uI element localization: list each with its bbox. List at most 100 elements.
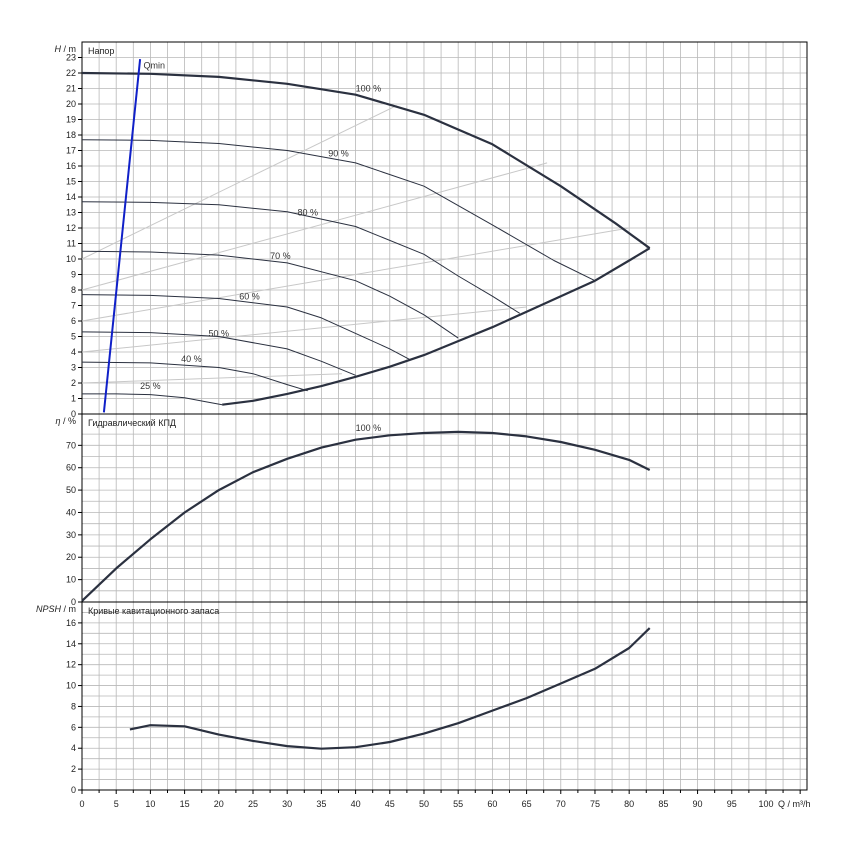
head-ytick-label: 5 <box>71 332 76 342</box>
head-ytick-label: 12 <box>66 223 76 233</box>
efficiency-title: Гидравлический КПД <box>88 418 176 428</box>
head-ylabel-unit: / m <box>61 44 76 54</box>
npsh-ylabel-symbol: NPSH <box>36 604 62 614</box>
efficiency-ytick-label: 70 <box>66 440 76 450</box>
head-series-50- <box>81 331 356 376</box>
head-series-60- <box>81 294 411 361</box>
x-tick-label: 90 <box>693 799 703 809</box>
head-ytick-label: 10 <box>66 254 76 264</box>
head-series-label: 60 % <box>239 291 260 301</box>
head-ytick-label: 20 <box>66 99 76 109</box>
x-tick-label: 65 <box>522 799 532 809</box>
x-tick-label: 50 <box>419 799 429 809</box>
head-ytick-label: 7 <box>71 301 76 311</box>
head-ylabel: H / m <box>55 44 77 54</box>
efficiency-ylabel: η / % <box>55 416 76 426</box>
head-series-label: Qmin <box>144 60 166 70</box>
head-ytick-label: 6 <box>71 316 76 326</box>
iso-efficiency-line <box>81 227 630 322</box>
iso-efficiency-line <box>81 373 342 384</box>
npsh-ytick-label: 4 <box>71 743 76 753</box>
head-series-qmin <box>102 58 142 413</box>
head-series-70- <box>81 250 459 339</box>
x-tick-label: 20 <box>214 799 224 809</box>
head-series-25- <box>82 393 223 406</box>
head-title: Напор <box>88 46 114 56</box>
x-tick-label: 100 <box>758 799 773 809</box>
npsh-title: Кривые кавитационного запаса <box>88 606 219 616</box>
head-ytick-label: 3 <box>71 363 76 373</box>
efficiency-series-label: 100 % <box>356 423 382 433</box>
efficiency-ytick-label: 20 <box>66 552 76 562</box>
head-ytick-label: 13 <box>66 208 76 218</box>
x-tick-label: 30 <box>282 799 292 809</box>
head-ytick-label: 0 <box>71 409 76 419</box>
head-ytick-label: 16 <box>66 161 76 171</box>
efficiency-ylabel-symbol: η <box>55 416 60 426</box>
head-series-label: 25 % <box>140 381 161 391</box>
x-tick-label: 25 <box>248 799 258 809</box>
head-series-min-boundary <box>222 247 651 406</box>
head-series-40- <box>81 361 308 392</box>
x-tick-label: 75 <box>590 799 600 809</box>
x-tick-label: 0 <box>79 799 84 809</box>
efficiency-panel: 0 10 20 30 40 50 60 70 η / % Гидравлический КПД 10… <box>55 413 808 607</box>
efficiency-ytick-label: 0 <box>71 597 76 607</box>
npsh-frame <box>81 601 808 791</box>
npsh-ytick-label: 0 <box>71 785 76 795</box>
efficiency-ytick-label: 40 <box>66 507 76 517</box>
x-axis-title: Q / m³/h <box>778 799 811 809</box>
head-ytick-label: 19 <box>66 115 76 125</box>
head-ytick-label: 9 <box>71 270 76 280</box>
x-tick-label: 10 <box>145 799 155 809</box>
head-ytick-label: 18 <box>66 130 76 140</box>
head-series-label: 100 % <box>356 84 382 94</box>
npsh-ytick-label: 16 <box>66 618 76 628</box>
npsh-ytick-label: 6 <box>71 722 76 732</box>
x-tick-label: 60 <box>487 799 497 809</box>
npsh-series-npsh <box>129 627 651 750</box>
head-series-100- <box>81 71 651 250</box>
npsh-panel: 0 2 4 6 8 10 12 14 16 NPSH / m Кривые кавитационно… <box>36 601 811 809</box>
efficiency-ytick-label: 30 <box>66 530 76 540</box>
efficiency-series-100- <box>81 430 651 602</box>
x-tick-label: 15 <box>180 799 190 809</box>
npsh-ytick-label: 12 <box>66 660 76 670</box>
x-tick-label: 80 <box>624 799 634 809</box>
head-series-label: 40 % <box>181 354 202 364</box>
head-ytick-label: 15 <box>66 177 76 187</box>
x-tick-label: 70 <box>556 799 566 809</box>
head-ytick-label: 11 <box>67 239 76 249</box>
head-series-label: 70 % <box>270 251 291 261</box>
iso-efficiency-line <box>81 306 527 353</box>
iso-efficiency-line <box>81 162 548 291</box>
head-series-label: 50 % <box>209 329 230 339</box>
head-ytick-label: 22 <box>66 68 76 78</box>
head-ytick-label: 4 <box>71 347 76 357</box>
head-ytick-label: 2 <box>71 378 76 388</box>
head-series-90- <box>81 139 596 282</box>
iso-efficiency-line <box>81 105 397 260</box>
head-series-label: 80 % <box>297 208 318 218</box>
efficiency-ytick-label: 60 <box>66 463 76 473</box>
x-tick-label: 5 <box>114 799 119 809</box>
efficiency-ylabel-unit: / % <box>60 416 76 426</box>
head-panel: 01234567891011121314151617181920212223H … <box>55 41 808 419</box>
npsh-ytick-label: 2 <box>71 764 76 774</box>
head-ytick-label: 1 <box>71 394 76 404</box>
head-ylabel-symbol: H <box>55 44 62 54</box>
x-tick-label: 35 <box>316 799 326 809</box>
head-series-80- <box>81 201 520 314</box>
head-ytick-label: 23 <box>66 53 76 63</box>
head-ytick-label: 8 <box>71 285 76 295</box>
head-ytick-label: 14 <box>66 192 76 202</box>
x-tick-label: 85 <box>658 799 668 809</box>
head-ytick-label: 17 <box>66 146 76 156</box>
x-tick-label: 55 <box>453 799 463 809</box>
npsh-ytick-label: 8 <box>71 701 76 711</box>
efficiency-ytick-label: 10 <box>66 575 76 585</box>
head-ytick-label: 21 <box>66 84 76 94</box>
npsh-ylabel-unit: / m <box>61 604 76 614</box>
